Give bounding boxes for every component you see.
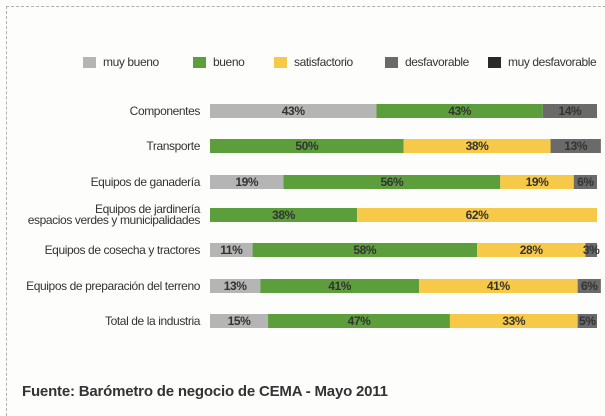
bar-segment	[210, 175, 284, 189]
legend-swatch	[83, 57, 96, 68]
bar-segment	[210, 314, 269, 328]
category-label: Equipos de preparación del terreno	[26, 278, 200, 293]
data-label: 3%	[583, 243, 600, 257]
bar-segment	[268, 314, 450, 328]
legend-label: satisfactorio	[294, 55, 354, 69]
data-label: 62%	[466, 208, 490, 222]
data-label: 14%	[558, 104, 582, 118]
bar-segment	[376, 104, 543, 118]
category-label: Equipos de jardinería espacios verdes y …	[27, 202, 201, 227]
legend-swatch	[385, 57, 398, 68]
data-label: 41%	[487, 279, 511, 293]
bar-segment	[357, 208, 597, 222]
data-label: 41%	[328, 279, 352, 293]
legend-swatch	[488, 57, 501, 68]
bar-segment	[585, 243, 597, 257]
data-label: 6%	[577, 175, 594, 189]
frame	[6, 6, 605, 416]
data-label: 43%	[282, 104, 306, 118]
data-label: 5%	[579, 314, 596, 328]
category-label: Equipos de cosecha y tractores	[44, 242, 201, 257]
data-label: 43%	[448, 104, 472, 118]
bar-segment	[550, 139, 601, 153]
bar-segment	[210, 243, 253, 257]
bar-segment	[210, 208, 358, 222]
bar-segment	[449, 314, 578, 328]
bar-segment	[577, 279, 601, 293]
bar-segment	[283, 175, 501, 189]
legend-swatch	[274, 57, 287, 68]
data-label: 19%	[526, 175, 550, 189]
category-label: Transporte	[146, 138, 200, 153]
data-label: 58%	[353, 243, 377, 257]
bar-segment	[542, 104, 597, 118]
data-label: 33%	[502, 314, 526, 328]
bar-segment	[418, 279, 578, 293]
data-label: 38%	[466, 139, 490, 153]
category-label: Componentes	[129, 103, 201, 118]
legend-swatch	[193, 57, 206, 68]
data-label: 19%	[235, 175, 259, 189]
legend-label: bueno	[213, 55, 245, 69]
data-label: 38%	[272, 208, 296, 222]
data-label: 56%	[380, 175, 404, 189]
bar-segment	[210, 104, 377, 118]
bar-segment	[500, 175, 574, 189]
data-label: 13%	[224, 279, 248, 293]
bar-segment	[403, 139, 551, 153]
category-label: Total de la industria	[105, 313, 200, 328]
data-label: 28%	[520, 243, 544, 257]
bar-segment	[477, 243, 586, 257]
bar-segment	[252, 243, 478, 257]
source-note: Fuente: Barómetro de negocio de CEMA - M…	[22, 383, 388, 400]
bar-segment	[260, 279, 419, 293]
bar-segment	[573, 175, 597, 189]
data-label: 11%	[220, 243, 243, 257]
legend-label: muy bueno	[103, 55, 159, 69]
bar-segment	[577, 314, 597, 328]
data-label: 13%	[564, 139, 588, 153]
category-label: Equipos de ganadería	[90, 174, 201, 189]
data-label: 15%	[228, 314, 252, 328]
data-label: 6%	[581, 279, 598, 293]
legend-label: muy desfavorable	[508, 55, 597, 69]
bar-segment	[210, 279, 261, 293]
data-label: 47%	[348, 314, 372, 328]
legend-label: desfavorable	[405, 55, 470, 69]
bar-segment	[210, 139, 404, 153]
data-label: 50%	[295, 139, 319, 153]
